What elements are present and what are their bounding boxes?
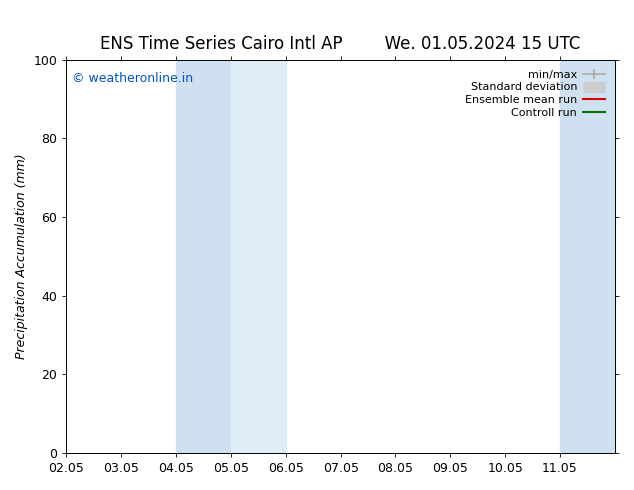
Legend: min/max, Standard deviation, Ensemble mean run, Controll run: min/max, Standard deviation, Ensemble me… [460,65,609,122]
Y-axis label: Precipitation Accumulation (mm): Precipitation Accumulation (mm) [15,153,28,359]
Bar [231,60,286,453]
Text: © weatheronline.in: © weatheronline.in [72,72,193,84]
Bar [615,60,634,453]
Bar [560,60,615,453]
Title: ENS Time Series Cairo Intl AP        We. 01.05.2024 15 UTC: ENS Time Series Cairo Intl AP We. 01.05.… [100,35,581,52]
Bar [176,60,231,453]
